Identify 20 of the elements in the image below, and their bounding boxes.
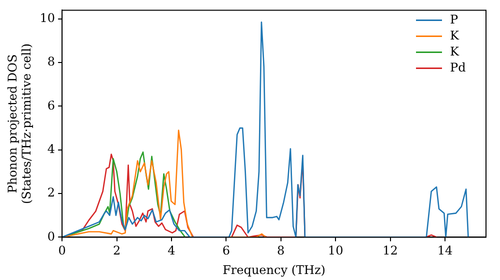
x-tick-label: 2 — [112, 244, 121, 258]
y-tick-label: 0 — [47, 229, 56, 244]
legend-label: K — [450, 28, 460, 42]
y-tick-label: 10 — [40, 11, 56, 26]
x-tick-label: 10 — [328, 244, 344, 258]
x-tick-label: 6 — [222, 244, 230, 258]
legend-label: P — [450, 12, 458, 26]
y-tick-label: 6 — [47, 98, 56, 112]
x-tick-label: 14 — [437, 244, 453, 258]
x-tick-label: 0 — [58, 244, 66, 258]
y-tick-label: 2 — [47, 186, 56, 200]
legend-label: K — [450, 44, 460, 58]
y-tick-label: 4 — [47, 142, 56, 156]
x-tick-label: 12 — [382, 244, 398, 258]
y-tick-label: 8 — [47, 54, 56, 69]
legend-label: Pd — [450, 60, 466, 74]
x-axis-title: Frequency (THz) — [222, 262, 326, 277]
x-tick-label: 8 — [277, 244, 285, 258]
y-axis-title: Phonon projected DOS (States/THz·primitive cell) — [5, 43, 34, 204]
x-tick-label: 4 — [168, 244, 176, 258]
